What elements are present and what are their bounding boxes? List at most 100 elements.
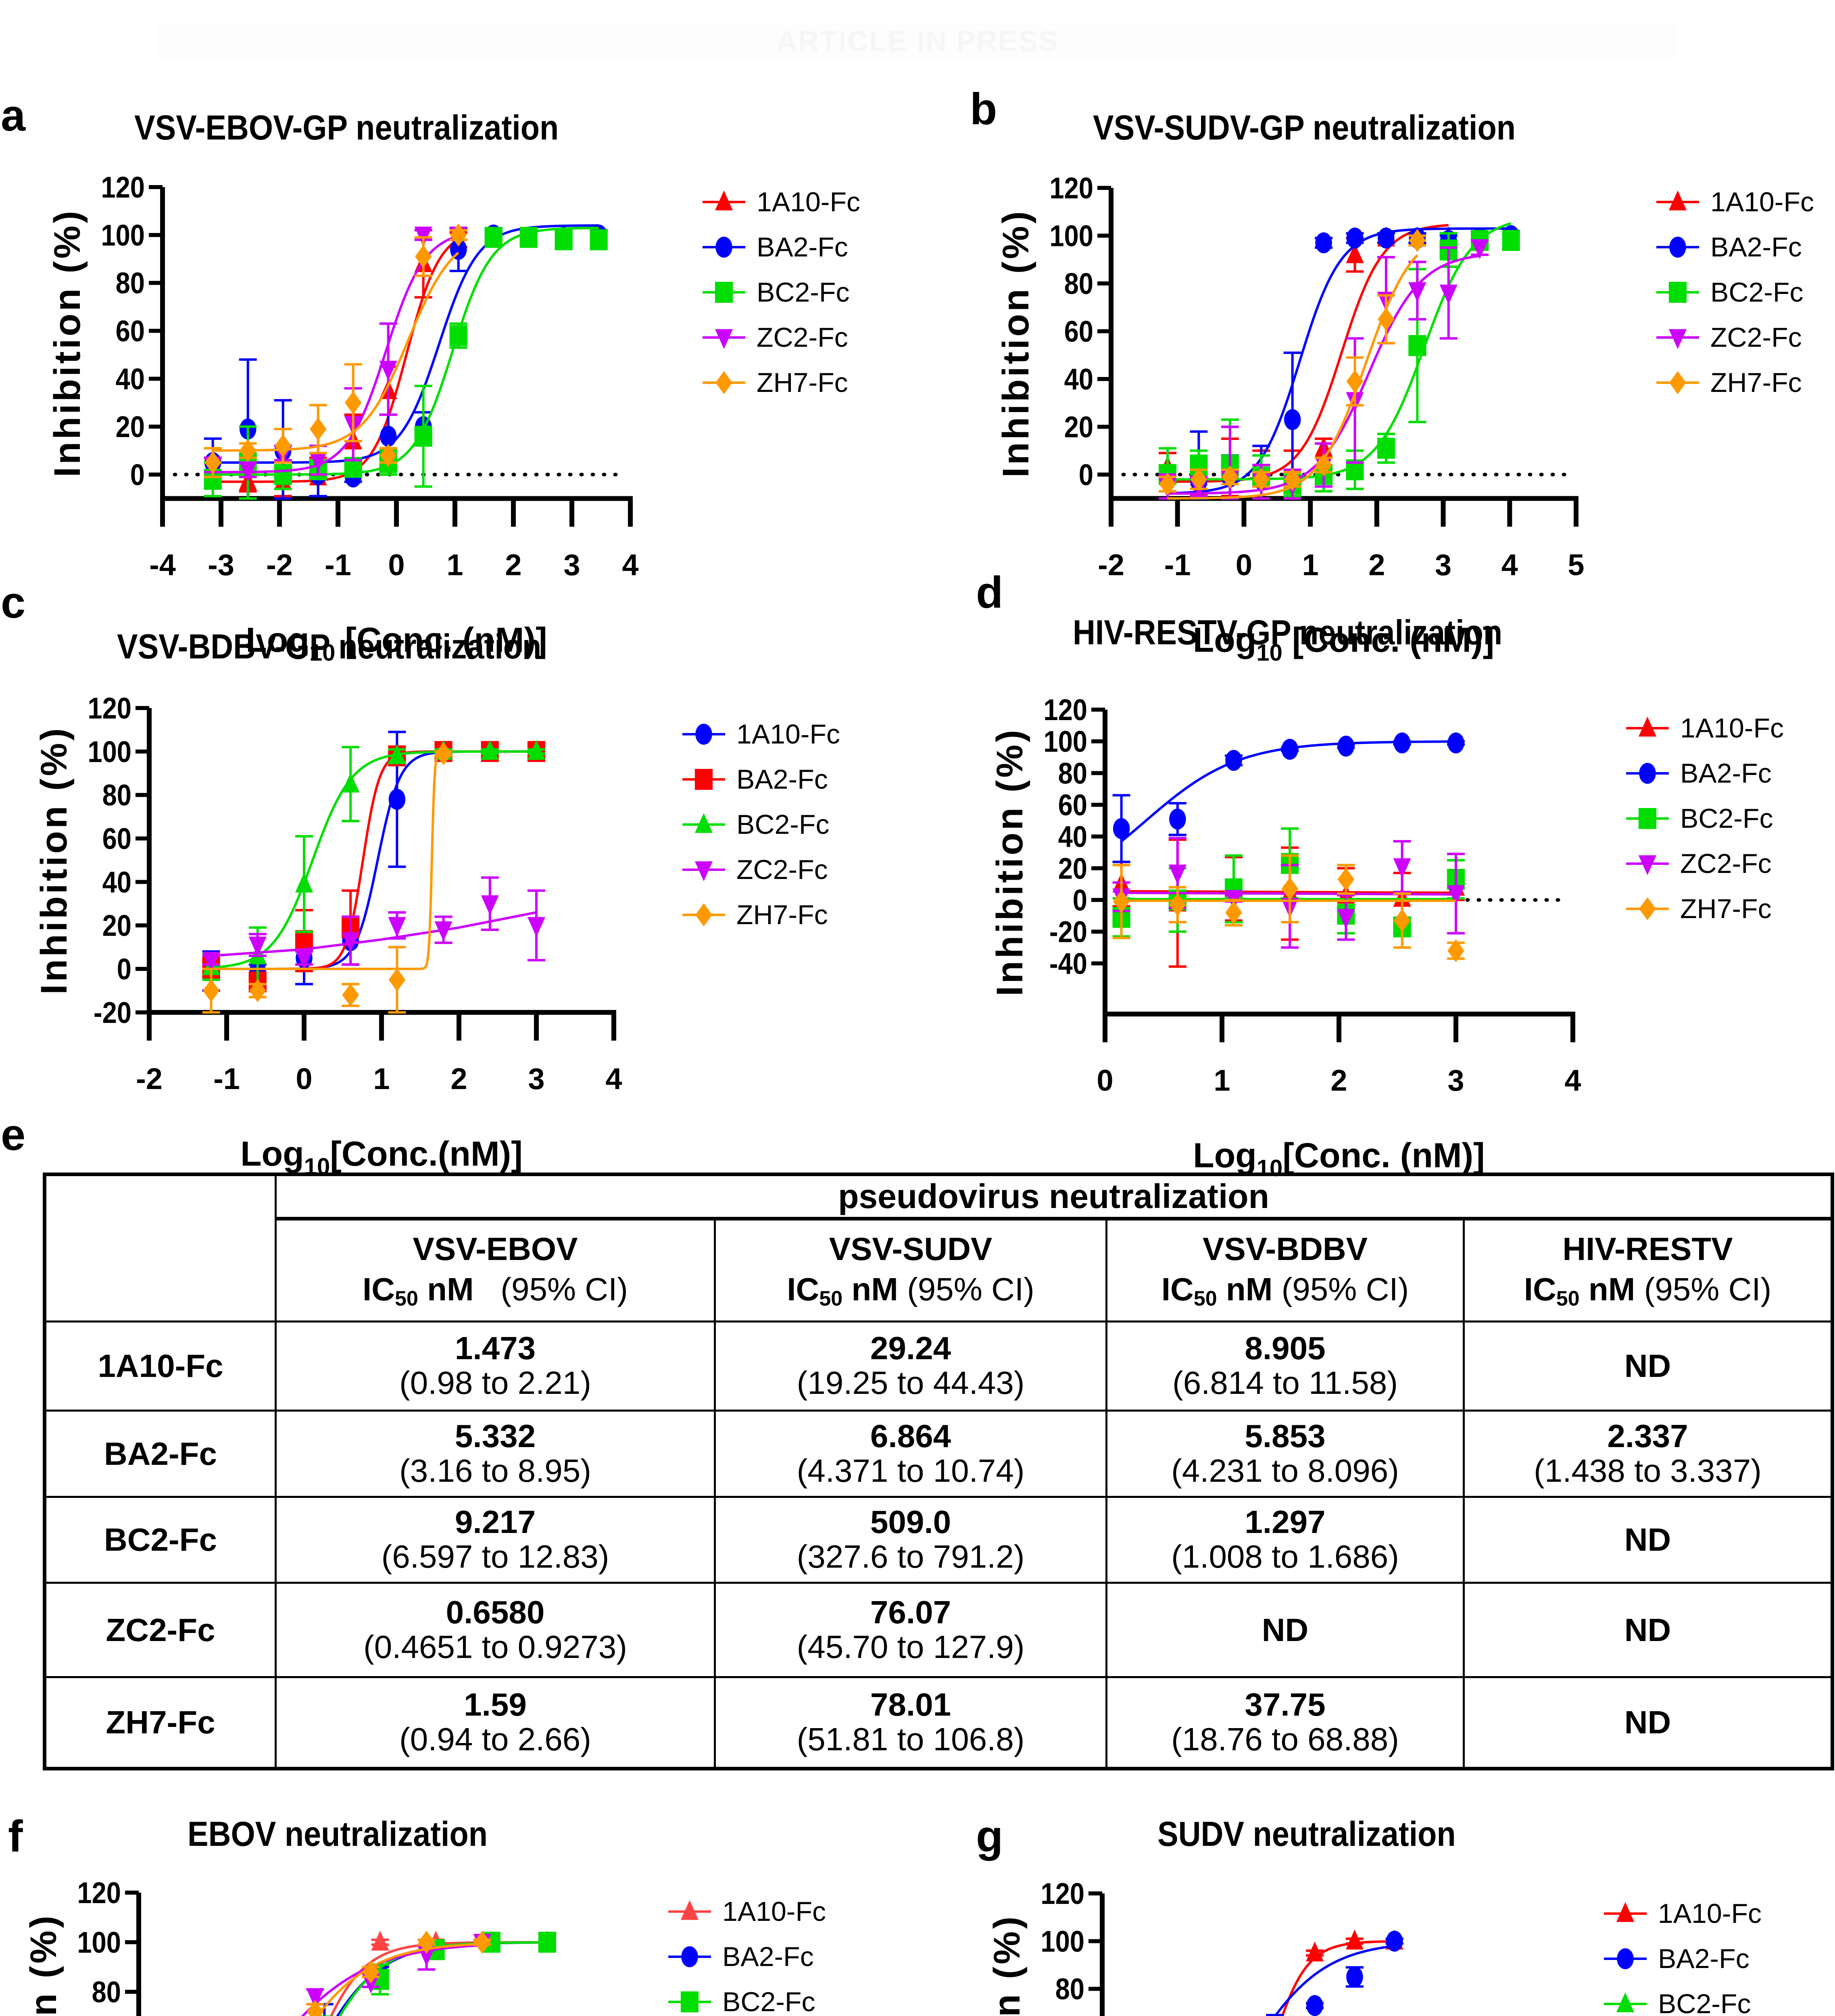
column-header: VSV-BDBV IC50 nM (95% CI) [1105, 1218, 1465, 1322]
x-tick-label: -1 [213, 1062, 240, 1095]
fit-curve [213, 238, 459, 483]
data-point [1346, 370, 1364, 393]
data-point [481, 740, 499, 760]
legend-marker [681, 1946, 698, 1967]
ic50-value: 509.0 [870, 1504, 951, 1540]
data-point [1346, 227, 1364, 249]
legend-label: ZH7-Fc [1680, 893, 1772, 924]
column-metric: IC [1161, 1271, 1194, 1307]
x-tick-label: 2 [1368, 548, 1385, 581]
series-ZH7-Fc [204, 223, 467, 478]
ic50-ci: (1.438 to 3.337) [1534, 1452, 1762, 1489]
legend-marker-icon [703, 371, 745, 394]
x-tick-label: -1 [1164, 548, 1191, 581]
series-BC2-Fc [204, 227, 608, 500]
legend-item: BA2-Fc [702, 225, 860, 270]
data-point [342, 932, 360, 952]
legend-marker-icon [1656, 282, 1699, 303]
x-tick-label: 5 [1568, 548, 1584, 581]
series-BC2-Fc [315, 1932, 556, 2016]
y-tick-label: 20 [116, 410, 145, 444]
ic50-cell: 8.905 (6.814 to 11.58) [1105, 1320, 1465, 1412]
x-tick-label: -4 [149, 548, 176, 581]
data-point [473, 1931, 491, 1954]
legend-label: ZH7-Fc [757, 367, 848, 398]
table-row: BC2-Fc 9.217 (6.597 to 12.83) 509.0 (327.6 t… [43, 1496, 1835, 1584]
legend-item: BA2-Fc [1656, 225, 1814, 270]
ic50-ci: (0.94 to 2.66) [399, 1721, 591, 1757]
fit-curve [211, 911, 537, 957]
chart-title-a: VSV-EBOV-GP neutralization [134, 108, 559, 147]
x-tick-label: 3 [563, 548, 580, 581]
legend-label: 1A10-Fc [757, 187, 860, 217]
column-virus: HIV-RESTV [1562, 1231, 1733, 1267]
data-point [450, 223, 467, 247]
x-tick-label: 2 [450, 1062, 467, 1095]
data-point [1346, 1966, 1363, 1988]
ic50-value: 8.905 [1245, 1330, 1326, 1366]
ic50-cell: 5.853 (4.231 to 8.096) [1105, 1410, 1465, 1498]
x-tick-label: 3 [1435, 548, 1451, 581]
ic50-cell: 37.75 (18.76 to 68.88) [1105, 1676, 1465, 1770]
y-tick-label: 20 [1058, 852, 1087, 885]
ic50-value: 9.217 [455, 1504, 536, 1540]
table-row: 1A10-Fc 1.473 (0.98 to 2.21) 29.24 (19.25 to… [43, 1320, 1835, 1412]
ic50-ci: (3.16 to 8.95) [399, 1452, 591, 1489]
ic50-ci: (0.4651 to 0.9273) [363, 1629, 627, 1665]
legend-marker [1668, 329, 1687, 349]
legend-item: BA2-Fc [682, 757, 840, 802]
data-point [1113, 890, 1130, 913]
y-tick-label: 100 [1041, 1924, 1084, 1958]
y-tick-label: 120 [101, 171, 145, 204]
x-tick-label: 1 [446, 548, 463, 581]
x-tick-label: 4 [622, 548, 638, 581]
series-BA2-Fc [1266, 1931, 1403, 2016]
chart-title-d: HIV-RESTV-GP neutralization [1073, 613, 1503, 652]
legend-marker-icon [682, 769, 725, 790]
legend-marker [715, 329, 733, 349]
legend-label: 1A10-Fc [1710, 187, 1814, 217]
table-row: BA2-Fc 5.332 (3.16 to 8.95) 6.864 (4.371 to … [43, 1410, 1835, 1498]
data-point [1393, 909, 1411, 932]
data-point [1225, 901, 1242, 925]
legend-item: ZC2-Fc [682, 847, 840, 892]
ic50-value: ND [1624, 1348, 1671, 1384]
ic50-ci: (4.231 to 8.096) [1171, 1452, 1399, 1489]
panel-letter-g: g [976, 1812, 1003, 1861]
y-tick-label: 40 [1058, 820, 1087, 854]
legend-marker-icon [668, 1946, 711, 1967]
legend-label: BA2-Fc [736, 764, 828, 795]
panel-letter-d: d [976, 568, 1003, 617]
legend-marker-icon [1626, 897, 1669, 921]
y-tick-label: 40 [1064, 362, 1093, 396]
legend-label: 1A10-Fc [1680, 713, 1784, 744]
ic50-cell: 1.473 (0.98 to 2.21) [275, 1320, 716, 1412]
x-tick-label: 4 [1564, 1064, 1581, 1097]
ic50-value: 5.332 [455, 1418, 536, 1454]
legend-item: BC2-Fc [682, 802, 840, 847]
data-point [239, 439, 256, 462]
data-point [519, 227, 538, 248]
table-row: ZC2-Fc 0.6580 (0.4651 to 0.9273) 76.07 (45.7… [43, 1582, 1835, 1678]
legend-marker-icon [703, 282, 745, 303]
legend-marker [1638, 855, 1657, 875]
legend-marker [1668, 282, 1687, 303]
x-tick-label: 2 [1330, 1064, 1347, 1097]
legend-marker [1669, 237, 1686, 258]
data-point [344, 391, 362, 414]
legend-item: BA2-Fc [1625, 751, 1784, 796]
data-point [555, 229, 573, 250]
data-point [1447, 939, 1464, 962]
fit-curve [211, 750, 444, 970]
data-point [295, 873, 313, 893]
data-point [1502, 230, 1520, 251]
column-virus: VSV-SUDV [829, 1231, 993, 1267]
y-tick-label: 0 [1079, 458, 1093, 492]
legend-label: 1A10-Fc [722, 1896, 826, 1927]
legend-item: 1A10-Fc [1603, 1891, 1762, 1936]
legend-label: ZH7-Fc [1710, 367, 1802, 398]
legend-item: 1A10-Fc [1625, 706, 1784, 751]
y-tick-label: 80 [1058, 756, 1087, 790]
y-axis-label: Inhibition (%) [995, 209, 1036, 478]
y-tick-label: 60 [102, 822, 131, 856]
